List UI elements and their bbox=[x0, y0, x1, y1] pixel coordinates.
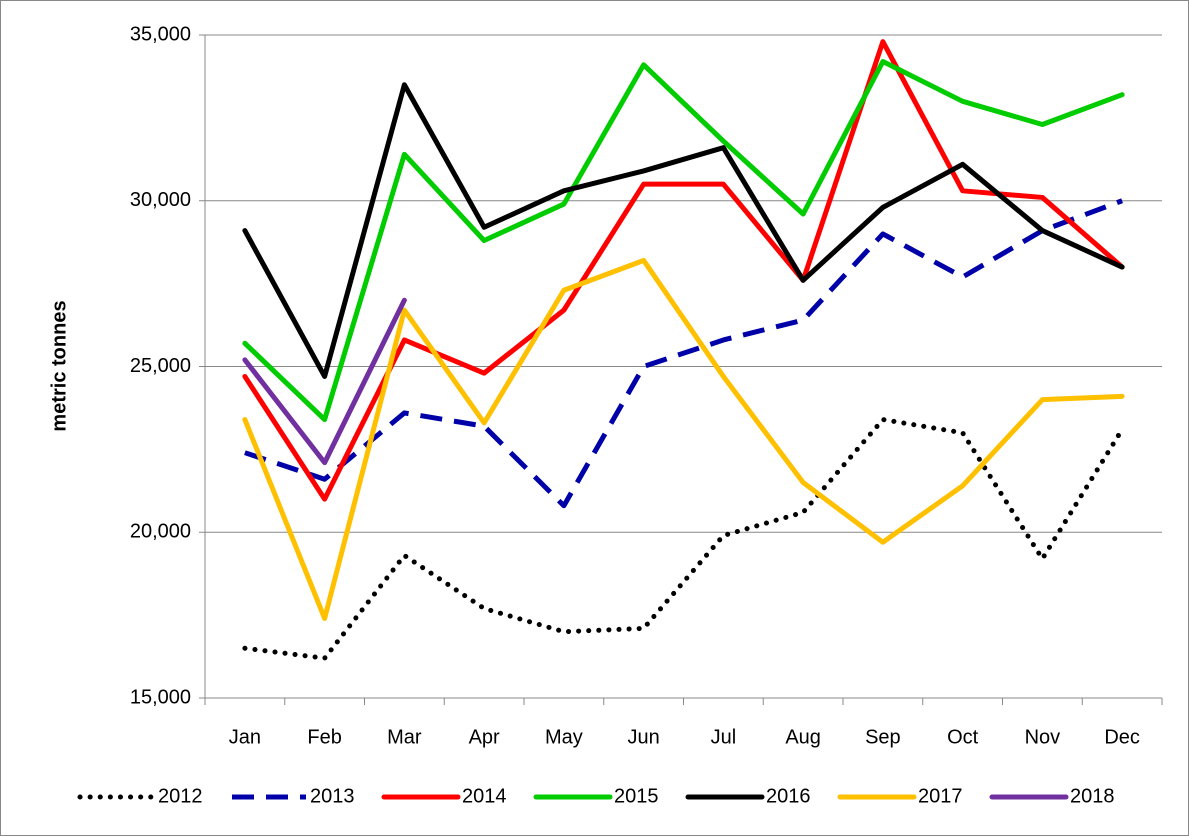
x-tick-label: Jan bbox=[229, 726, 261, 748]
legend-label: 2013 bbox=[310, 785, 355, 807]
y-axis-label: metric tonnes bbox=[48, 300, 70, 431]
series-line bbox=[242, 59, 1125, 423]
x-tick-label: Jun bbox=[628, 726, 660, 748]
legend-label: 2014 bbox=[462, 785, 507, 807]
x-tick-label: Feb bbox=[307, 726, 341, 748]
legend-label: 2017 bbox=[918, 785, 963, 807]
y-tick-label: 30,000 bbox=[130, 189, 191, 211]
x-tick-label: Jul bbox=[711, 726, 737, 748]
legend-label: 2015 bbox=[614, 785, 659, 807]
legend-label: 2012 bbox=[158, 785, 203, 807]
y-tick-label: 25,000 bbox=[130, 355, 191, 377]
x-tick-label: Sep bbox=[865, 726, 901, 748]
series-line bbox=[244, 198, 1124, 509]
series-line bbox=[242, 257, 1125, 621]
x-tick-label: Oct bbox=[947, 726, 979, 748]
legend-label: 2018 bbox=[1070, 785, 1115, 807]
legend-label: 2016 bbox=[766, 785, 811, 807]
x-tick-label: Mar bbox=[387, 726, 422, 748]
y-tick-label: 35,000 bbox=[130, 23, 191, 45]
x-tick-label: Aug bbox=[785, 726, 821, 748]
x-tick-label: Apr bbox=[469, 726, 500, 748]
x-tick-label: Nov bbox=[1025, 726, 1061, 748]
x-tick-label: Dec bbox=[1104, 726, 1140, 748]
series-line bbox=[242, 297, 407, 466]
series-line bbox=[242, 82, 1125, 379]
y-tick-label: 15,000 bbox=[130, 686, 191, 708]
x-tick-label: May bbox=[545, 726, 583, 748]
y-tick-label: 20,000 bbox=[130, 521, 191, 543]
